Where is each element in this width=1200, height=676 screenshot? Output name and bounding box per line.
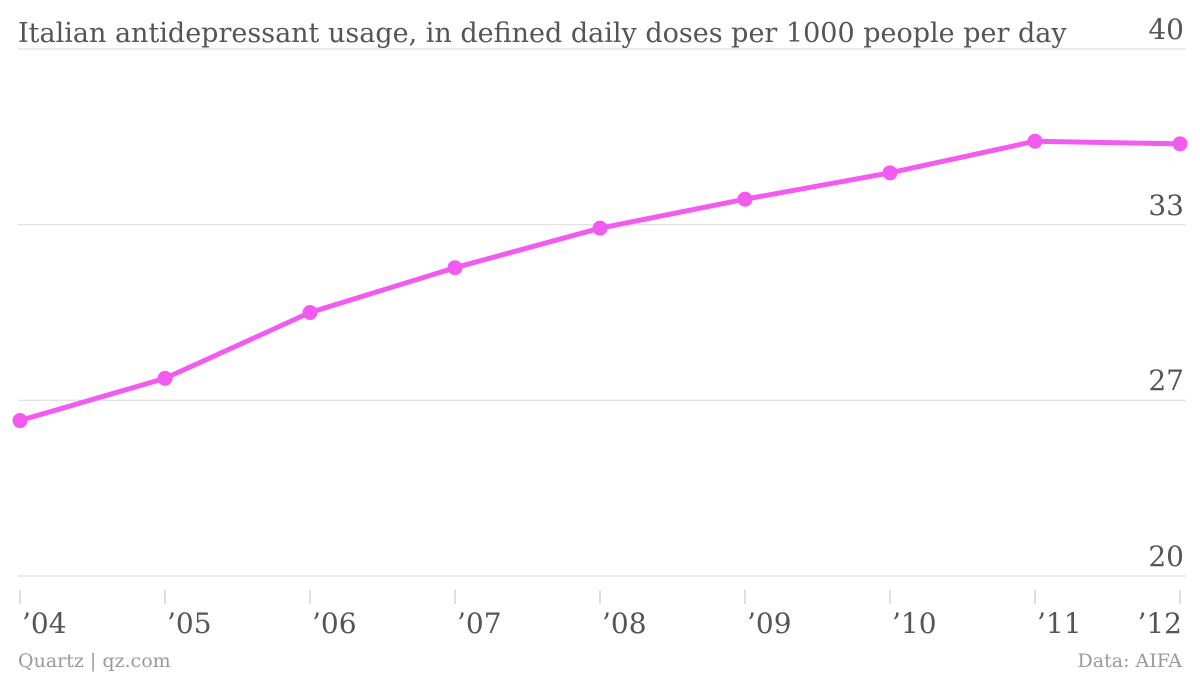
x-tick-label: ’08 xyxy=(602,607,647,640)
y-tick-label: 27 xyxy=(1148,364,1184,397)
y-tick-label: 40 xyxy=(1148,13,1184,46)
y-tick-label: 33 xyxy=(1148,189,1184,222)
x-tick-label: ’05 xyxy=(167,607,212,640)
y-axis-tick-labels: 40 33 27 20 xyxy=(1148,13,1184,573)
x-tick-label: ’12 xyxy=(1137,607,1182,640)
data-point xyxy=(447,260,463,276)
data-point xyxy=(1172,136,1188,152)
x-tick-label: ’10 xyxy=(892,607,937,640)
chart-title: Italian antidepressant usage, in defined… xyxy=(18,18,1067,49)
data-point xyxy=(592,220,608,236)
x-tick-label: ’09 xyxy=(747,607,792,640)
data-point xyxy=(12,413,28,429)
x-tick-label: ’06 xyxy=(312,607,357,640)
x-tick-label: ’04 xyxy=(22,607,67,640)
data-point xyxy=(1027,133,1043,149)
data-source: Data: AIFA xyxy=(1078,650,1183,672)
data-point xyxy=(302,305,318,320)
gridlines xyxy=(18,48,1186,577)
source-credit: Quartz | qz.com xyxy=(18,650,171,672)
y-tick-label: 20 xyxy=(1148,540,1184,573)
series-line-group xyxy=(12,133,1188,429)
data-point xyxy=(882,165,898,181)
x-tick-label: ’11 xyxy=(1037,607,1082,640)
series-line xyxy=(17,138,1183,424)
data-point xyxy=(157,370,173,386)
x-axis: ’04 ’05 ’06 ’07 ’08 ’09 ’10 ’11 ’12 xyxy=(19,590,1182,640)
x-tick-label: ’07 xyxy=(457,607,502,640)
data-point xyxy=(737,191,753,207)
